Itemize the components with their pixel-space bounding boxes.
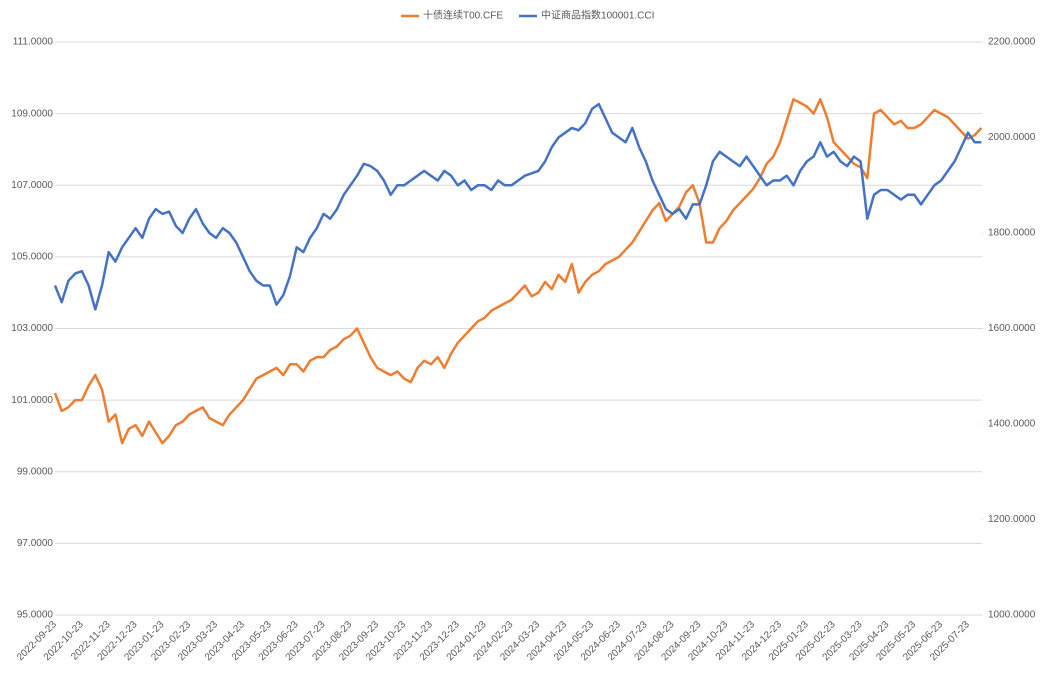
y2-tick-label: 1600.0000: [988, 323, 1036, 334]
y-tick-label: 111.0000: [13, 37, 54, 48]
y-tick-label: 97.0000: [17, 538, 54, 549]
series-line: [53, 102, 982, 311]
y2-tick-label: 1800.0000: [988, 228, 1036, 239]
y-tick-label: 101.0000: [11, 395, 53, 406]
y-tick-label: 105.0000: [11, 252, 53, 263]
series-line: [53, 98, 983, 445]
y2-tick-label: 1000.0000: [988, 610, 1036, 621]
y2-tick-label: 1200.0000: [988, 514, 1036, 525]
legend-label: 中证商品指数100001.CCI: [541, 9, 654, 22]
y2-tick-label: 2200.0000: [988, 37, 1036, 48]
y2-tick-label: 2000.0000: [988, 132, 1036, 143]
y2-tick-label: 1400.0000: [988, 419, 1036, 430]
y-tick-label: 109.0000: [11, 108, 53, 119]
y-tick-label: 95.0000: [17, 610, 54, 621]
y-tick-label: 107.0000: [11, 180, 53, 191]
legend-label: 十债连续T00.CFE: [423, 9, 503, 22]
y-tick-label: 103.0000: [11, 323, 53, 334]
y-tick-label: 99.0000: [17, 466, 54, 477]
